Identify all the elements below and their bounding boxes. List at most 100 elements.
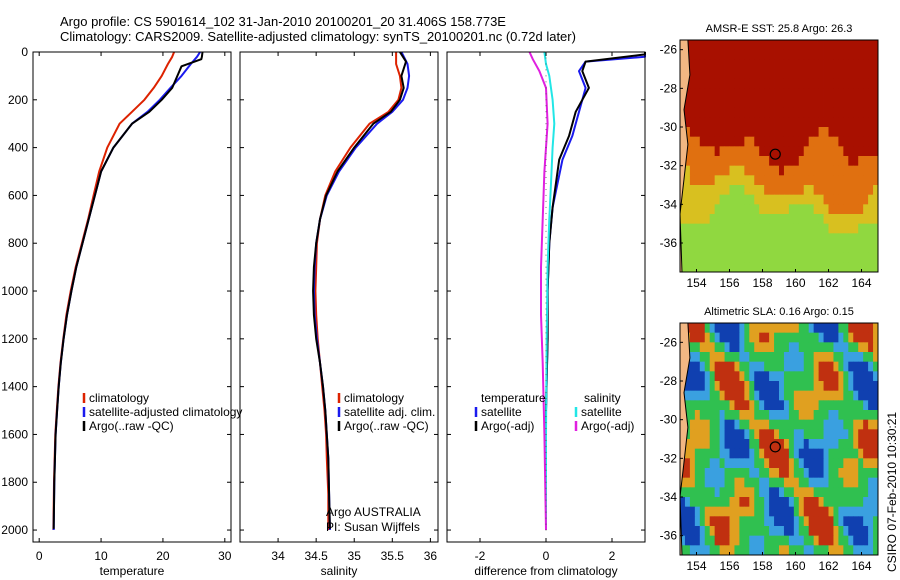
sst-map-cell xyxy=(734,194,740,205)
sst-map-cell xyxy=(783,185,790,196)
sla-map-cell xyxy=(709,487,716,498)
zero-dot xyxy=(545,481,547,483)
sla-map-cell xyxy=(739,400,745,411)
sla-map-cell xyxy=(774,535,780,546)
sst-map-cell xyxy=(689,243,696,254)
sla-map-cell xyxy=(873,400,879,411)
sla-map-cell xyxy=(848,419,854,430)
sla-map-cell xyxy=(848,506,854,517)
sst-map-cell xyxy=(798,243,805,254)
sla-map-cell xyxy=(759,323,765,334)
sst-map-cell xyxy=(724,59,730,70)
salinity-profile-frame xyxy=(239,51,439,543)
sla-map-cell xyxy=(788,400,795,411)
sst-map-cell xyxy=(833,136,839,147)
sla-map-cell xyxy=(684,429,691,440)
sst-map-cell xyxy=(709,146,716,157)
sla-map-cell xyxy=(744,506,750,517)
sla-map-cell xyxy=(744,535,750,546)
sla-map-cell xyxy=(709,448,716,459)
sst-map-cell xyxy=(868,69,874,80)
zero-dot xyxy=(545,224,547,226)
sst-map-cell xyxy=(803,146,810,157)
sla-map-cell xyxy=(788,506,795,517)
sla-map-cell xyxy=(734,439,740,450)
sla-map-cell xyxy=(823,545,829,556)
sla-map-cell xyxy=(704,332,711,343)
sst-map-cell xyxy=(823,156,829,167)
sst-map-cell xyxy=(863,165,869,176)
sst-map-cell xyxy=(739,185,745,196)
sla-map-cell xyxy=(734,545,740,556)
sla-map-cell xyxy=(719,361,725,372)
sst-map-cell xyxy=(838,165,844,176)
sla-map-cell xyxy=(749,477,755,488)
sla-map-cell xyxy=(749,429,755,440)
sst-map-cell xyxy=(744,204,750,215)
sst-map-cell xyxy=(704,107,711,118)
sla-map-cell xyxy=(823,497,829,508)
sst-map-cell xyxy=(863,69,869,80)
sst-map-cell xyxy=(808,194,815,205)
zero-dot xyxy=(545,499,547,501)
sla-map-cell xyxy=(863,535,869,546)
sst-map-xtick-label: 158 xyxy=(752,276,772,290)
sst-map-cell xyxy=(833,165,839,176)
sla-map-cell xyxy=(853,410,859,421)
sst-map-cell xyxy=(848,185,854,196)
sst-map-cell xyxy=(818,78,824,89)
sla-map-cell xyxy=(803,468,810,479)
sst-map-cell xyxy=(853,214,859,225)
sst-map-cell xyxy=(863,214,869,225)
sla-map-cell xyxy=(719,516,725,527)
sst-map-cell xyxy=(764,78,770,89)
zero-dot xyxy=(545,123,547,125)
sla-map-cell xyxy=(734,526,740,537)
sst-map-cell xyxy=(754,98,760,109)
sst-map-cell xyxy=(848,194,854,205)
zero-dot xyxy=(545,398,547,400)
sst-map-cell xyxy=(774,262,780,273)
sst-map-cell xyxy=(714,175,720,186)
sla-map-cell xyxy=(744,477,750,488)
sla-map-cell xyxy=(808,332,815,343)
sla-map-cell xyxy=(764,448,770,459)
sst-map-cell xyxy=(838,136,844,147)
sst-map-cell xyxy=(684,127,691,138)
sst-map-cell xyxy=(719,136,725,147)
sla-map-cell xyxy=(724,410,730,421)
sla-map-cell xyxy=(694,323,701,334)
sst-map-cell xyxy=(774,223,780,234)
sst-map-cell xyxy=(838,243,844,254)
sst-map-cell xyxy=(699,165,706,176)
sst-map-cell xyxy=(833,127,839,138)
sla-map-cell xyxy=(848,448,854,459)
sla-map-cell xyxy=(729,458,735,469)
sst-map-cell xyxy=(734,49,740,60)
sst-map-cell xyxy=(813,214,819,225)
sst-map-cell xyxy=(734,59,740,70)
sla-map-cell xyxy=(833,526,839,537)
sst-map-cell xyxy=(779,107,785,118)
sst-map-cell xyxy=(680,214,686,225)
sla-map-xtick-label: 154 xyxy=(686,559,706,573)
sst-map-cell xyxy=(858,165,864,176)
sla-map-cell xyxy=(818,361,824,372)
sst-map-cell xyxy=(704,127,711,138)
sla-map-cell xyxy=(754,332,760,343)
sst-map-cell xyxy=(798,78,805,89)
sla-map-cell xyxy=(779,535,785,546)
sla-map-cell xyxy=(774,477,780,488)
sla-map-cell xyxy=(774,458,780,469)
sst-map-cell xyxy=(734,204,740,215)
sst-map-cell xyxy=(694,223,701,234)
sla-map-cell xyxy=(808,516,815,527)
sst-map-cell xyxy=(709,233,716,244)
sla-map-cell xyxy=(808,381,815,392)
sla-map-cell xyxy=(704,497,711,508)
sla-map-cell xyxy=(709,410,716,421)
sst-map-cell xyxy=(779,146,785,157)
sla-map-cell xyxy=(689,468,696,479)
sla-map-cell xyxy=(749,487,755,498)
